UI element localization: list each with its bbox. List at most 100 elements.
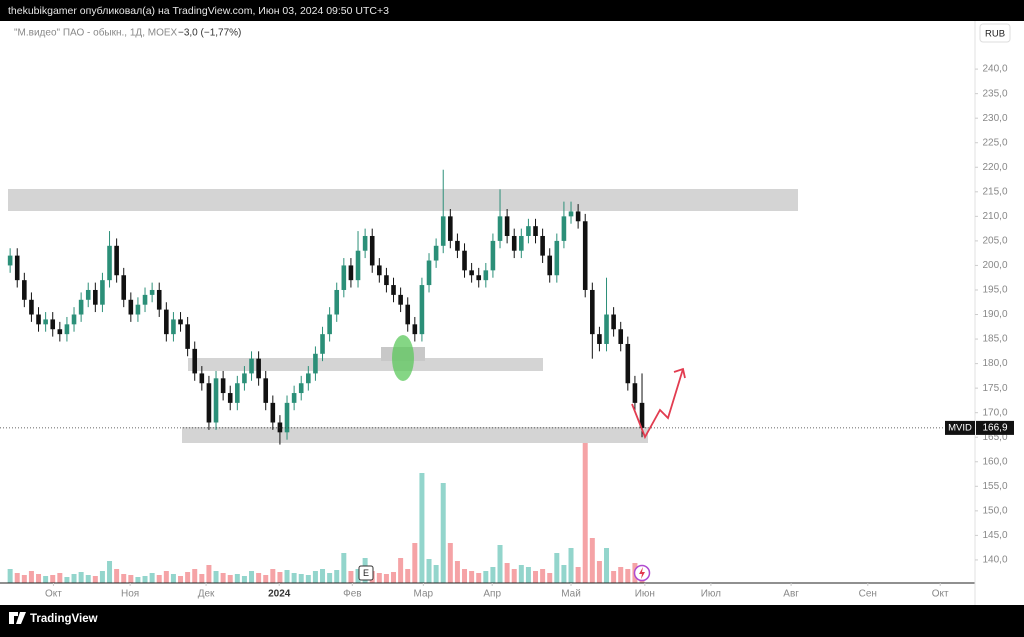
candle-body: [107, 245, 112, 281]
candle-body: [455, 240, 460, 251]
candle-body: [625, 343, 631, 384]
volume-bar: [135, 577, 141, 583]
currency[interactable]: RUB: [985, 29, 1005, 40]
candle-body: [242, 373, 247, 384]
candle-body: [519, 235, 524, 251]
candle-body: [298, 383, 304, 394]
symbol-tag-label: MVID: [948, 422, 972, 433]
price-tag-label: 166,9: [982, 423, 1007, 434]
candle-body: [213, 378, 219, 423]
candle-body: [78, 299, 84, 315]
candle-body: [334, 289, 340, 315]
candle-body: [369, 235, 375, 266]
volume-bar: [483, 571, 489, 583]
candle-body: [639, 402, 645, 428]
volume-bar: [305, 575, 311, 583]
candle-body: [149, 289, 155, 295]
candle-body: [440, 216, 446, 246]
candle-body: [220, 378, 226, 394]
candle-body: [419, 285, 425, 335]
volume-bar: [611, 571, 617, 583]
volume-bar: [383, 574, 389, 583]
candle-body: [249, 358, 254, 374]
x-tick-label: 2024: [268, 589, 291, 600]
candle-body: [313, 353, 318, 374]
candle-body: [29, 299, 34, 315]
candle-body: [57, 329, 63, 335]
volume-bar: [426, 559, 432, 583]
volume-bar: [291, 573, 297, 583]
volume-bar: [199, 574, 205, 583]
candle-body: [398, 294, 403, 305]
volume-bar: [28, 571, 34, 583]
volume-bar: [454, 561, 460, 583]
candle-body: [277, 422, 283, 433]
volume-bar: [447, 543, 453, 583]
candle-body: [568, 211, 574, 217]
symbol-tag: [945, 420, 975, 435]
price-tag: [976, 420, 1014, 435]
candle-body: [526, 226, 531, 236]
y-tick-label: 205,0: [982, 236, 1007, 247]
volume-bar: [582, 443, 588, 583]
volume-bar: [497, 545, 503, 583]
y-tick-label: 225,0: [982, 137, 1007, 148]
candle-body: [227, 393, 233, 403]
volume-bar: [263, 575, 269, 583]
volume-bar: [341, 553, 347, 583]
y-tick-label: 180,0: [982, 358, 1007, 369]
candle-body: [405, 304, 411, 325]
candle-body: [135, 304, 141, 315]
volume-bar: [469, 571, 475, 583]
x-tick-label: Апр: [483, 589, 501, 600]
candle-body: [235, 383, 240, 403]
candle-body: [391, 285, 396, 295]
volume-bar: [462, 569, 468, 583]
volume-bar: [220, 573, 226, 583]
volume-bar: [533, 571, 539, 583]
volume-bar: [114, 569, 120, 583]
candle-body: [270, 402, 276, 423]
candle-body: [114, 245, 119, 276]
volume-bar: [78, 572, 84, 583]
volume-bar: [547, 573, 553, 583]
volume-bar: [43, 576, 49, 583]
zone: [188, 358, 543, 371]
volume-bar: [163, 571, 169, 583]
currency-box[interactable]: [979, 23, 1011, 43]
candle-body: [306, 373, 311, 384]
candle-body: [171, 319, 176, 335]
volume-bar: [213, 571, 219, 583]
volume-bar: [405, 569, 411, 583]
candle-body: [320, 334, 325, 354]
candle-body: [511, 235, 517, 251]
volume-bar: [398, 558, 404, 583]
y-tick-label: 150,0: [982, 505, 1007, 516]
candle-body: [64, 324, 70, 335]
candle-body: [206, 383, 212, 423]
volume-bar: [589, 538, 595, 583]
volume-bar: [277, 572, 283, 583]
volume-bar: [412, 543, 418, 583]
candle-body: [185, 324, 190, 349]
earnings-marker[interactable]: [358, 565, 374, 581]
volume-bar: [298, 574, 304, 583]
volume-bar: [50, 575, 56, 583]
candle-body: [497, 216, 503, 241]
volume-bar: [206, 565, 212, 583]
candle-body: [22, 280, 27, 300]
candle-body: [611, 314, 616, 330]
candle-body: [604, 314, 609, 344]
candle-body: [384, 275, 389, 286]
y-tick-label: 210,0: [982, 211, 1007, 222]
candle-body: [632, 383, 638, 403]
volume-bar: [540, 569, 546, 583]
volume-bar: [128, 575, 134, 583]
volume-bar: [36, 574, 42, 583]
volume-bar: [618, 567, 624, 583]
earnings-letter: E: [363, 568, 369, 578]
volume-bar: [227, 575, 233, 583]
candle-body: [156, 289, 162, 310]
volume-bar: [355, 569, 361, 583]
x-tick-label: Фев: [343, 589, 361, 600]
